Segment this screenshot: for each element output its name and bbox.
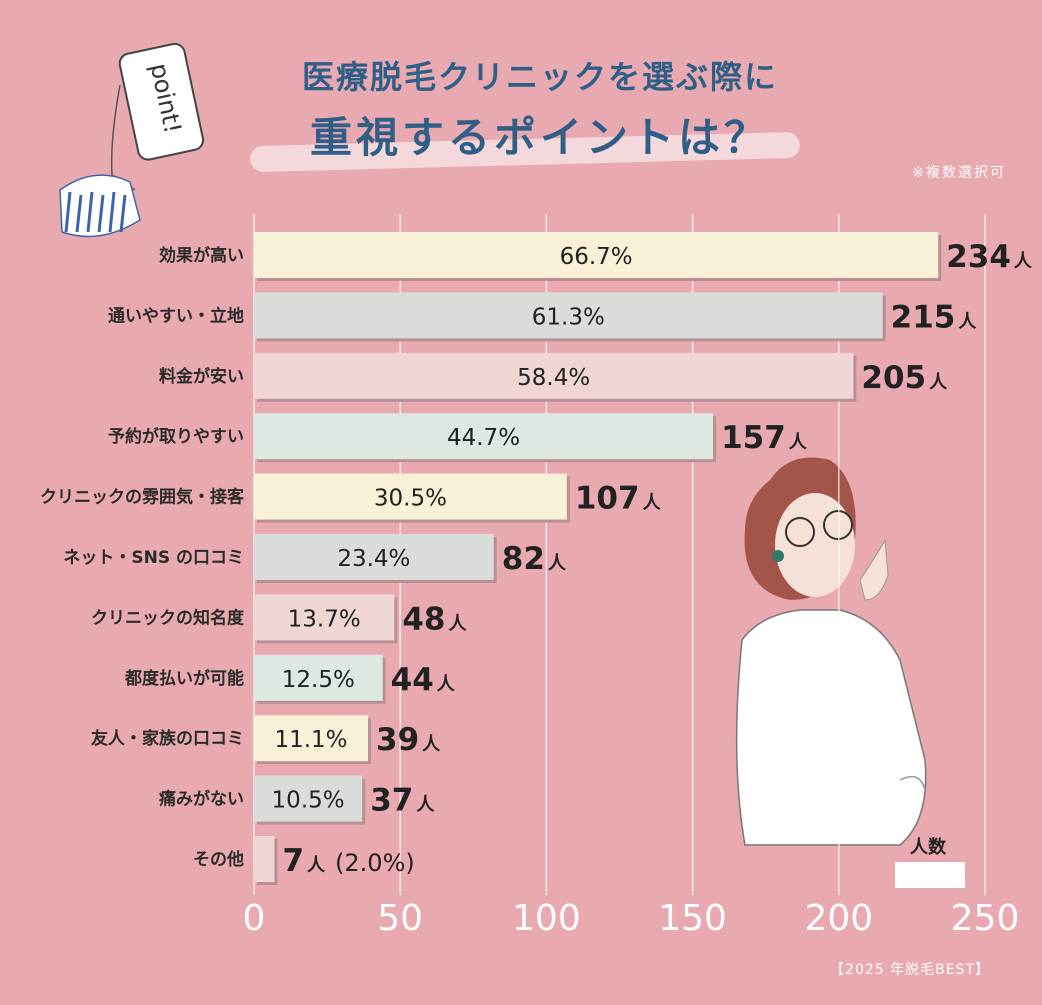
arm-outline	[899, 775, 926, 791]
bar-row: ネット・SNS の口コミ 23.4% 82 人	[63, 534, 567, 583]
percent-label: 12.5%	[282, 667, 355, 693]
earring	[772, 550, 784, 562]
percent-label: 11.1%	[274, 727, 347, 753]
category-label: クリニックの知名度	[91, 607, 245, 628]
legend: 人数	[895, 836, 965, 888]
count-label: 107 人	[575, 481, 662, 517]
bar	[254, 715, 369, 762]
percent-label: 58.4%	[517, 365, 590, 391]
count-label: 39 人	[376, 722, 441, 758]
x-tick-label: 250	[951, 898, 1020, 939]
bar-row: 効果が高い 66.7% 234 人	[159, 232, 1033, 281]
bar	[254, 775, 363, 822]
count-label: 234 人	[946, 239, 1033, 275]
percent-label: 23.4%	[337, 546, 410, 572]
title-line1: 医療脱毛クリニックを選ぶ際に	[301, 58, 778, 96]
percent-label: 30.5%	[374, 486, 447, 512]
source-label: 【2025 年脱毛BEST】	[830, 962, 990, 978]
category-label: 予約が取りやすい	[108, 426, 244, 447]
chart-title: 医療脱毛クリニックを選ぶ際に 重視するポイントは？	[240, 52, 840, 173]
count-label: 157 人	[721, 420, 808, 456]
bar-row: 料金が安い 58.4% 205 人	[159, 352, 948, 402]
bar-row: 都度払いが可能 12.5% 44 人	[124, 654, 456, 704]
percent-label: 13.7%	[288, 606, 361, 632]
arm-outline	[110, 84, 136, 191]
hand-phone-illustration: point!	[59, 42, 205, 238]
category-label: ネット・SNS の口コミ	[63, 548, 244, 568]
count-label: 48 人	[402, 601, 467, 637]
sleeve-stripe	[108, 191, 116, 233]
sleeve-stripe	[97, 194, 105, 233]
bar-row: 通いやすい・立地 61.3% 215 人	[108, 292, 978, 342]
bar	[254, 352, 854, 399]
bar	[254, 232, 939, 278]
bar	[254, 654, 383, 701]
multiple-choice-note: ※複数選択可	[912, 165, 1006, 181]
title-line2-wrap: 重視するポイントは？	[240, 104, 840, 173]
sleeve-stripe	[86, 191, 94, 233]
bar-row: 痛みがない 10.5% 37 人	[159, 775, 435, 825]
legend-swatch	[895, 862, 965, 888]
category-label: その他	[193, 849, 244, 870]
glasses-left-lens	[785, 517, 815, 547]
category-label: 効果が高い	[159, 245, 244, 266]
title-line2: 重視するポイントは？	[309, 113, 770, 162]
bar-row: クリニックの知名度 13.7% 48 人	[91, 594, 467, 644]
x-tick-label: 100	[512, 898, 581, 939]
category-label: 通いやすい・立地	[108, 305, 244, 326]
x-tick-label: 0	[243, 898, 266, 939]
count-label: 44 人	[391, 662, 456, 698]
category-label: 都度払いが可能	[124, 668, 244, 689]
x-tick-label: 50	[377, 898, 423, 939]
phone-icon	[118, 42, 205, 161]
bar-row: 友人・家族の口コミ 11.1% 39 人	[91, 715, 441, 765]
pointing-hand	[859, 538, 889, 601]
x-tick-label: 150	[658, 898, 727, 939]
count-label: 215 人	[891, 299, 978, 335]
category-label: 料金が安い	[159, 366, 244, 387]
category-label: 友人・家族の口コミ	[91, 728, 244, 749]
glasses-right-lens	[823, 510, 853, 540]
legend-label: 人数	[910, 836, 947, 858]
percent-label: 44.7%	[447, 425, 520, 451]
bar	[254, 594, 395, 641]
striped-sleeve	[59, 174, 141, 238]
percent-label: 10.5%	[272, 788, 345, 814]
bar	[254, 292, 883, 339]
x-tick-label: 200	[804, 898, 873, 939]
category-label: 痛みがない	[159, 789, 244, 810]
sleeve-stripe	[75, 194, 83, 233]
blouse	[735, 609, 927, 846]
count-label: 7 人 (2.0%)	[282, 843, 414, 879]
bar	[254, 534, 494, 580]
bar-row: クリニックの雰囲気・接客 30.5% 107 人	[40, 473, 662, 523]
sleeve-stripe	[64, 191, 72, 233]
count-label: 82 人	[502, 541, 567, 577]
count-label: 205 人	[861, 360, 948, 396]
sleeve-stripe	[119, 194, 127, 233]
percent-label: 61.3%	[532, 304, 605, 330]
bar	[254, 413, 714, 460]
percent-label: 66.7%	[560, 244, 633, 270]
face	[775, 493, 855, 597]
woman-illustration	[735, 457, 927, 846]
bar	[254, 836, 275, 882]
bar	[254, 473, 567, 520]
category-label: クリニックの雰囲気・接客	[40, 487, 245, 508]
bar-row: その他 7 人 (2.0%)	[193, 836, 415, 885]
count-label: 37 人	[370, 783, 435, 819]
bar-row: 予約が取りやすい 44.7% 157 人	[108, 413, 808, 463]
